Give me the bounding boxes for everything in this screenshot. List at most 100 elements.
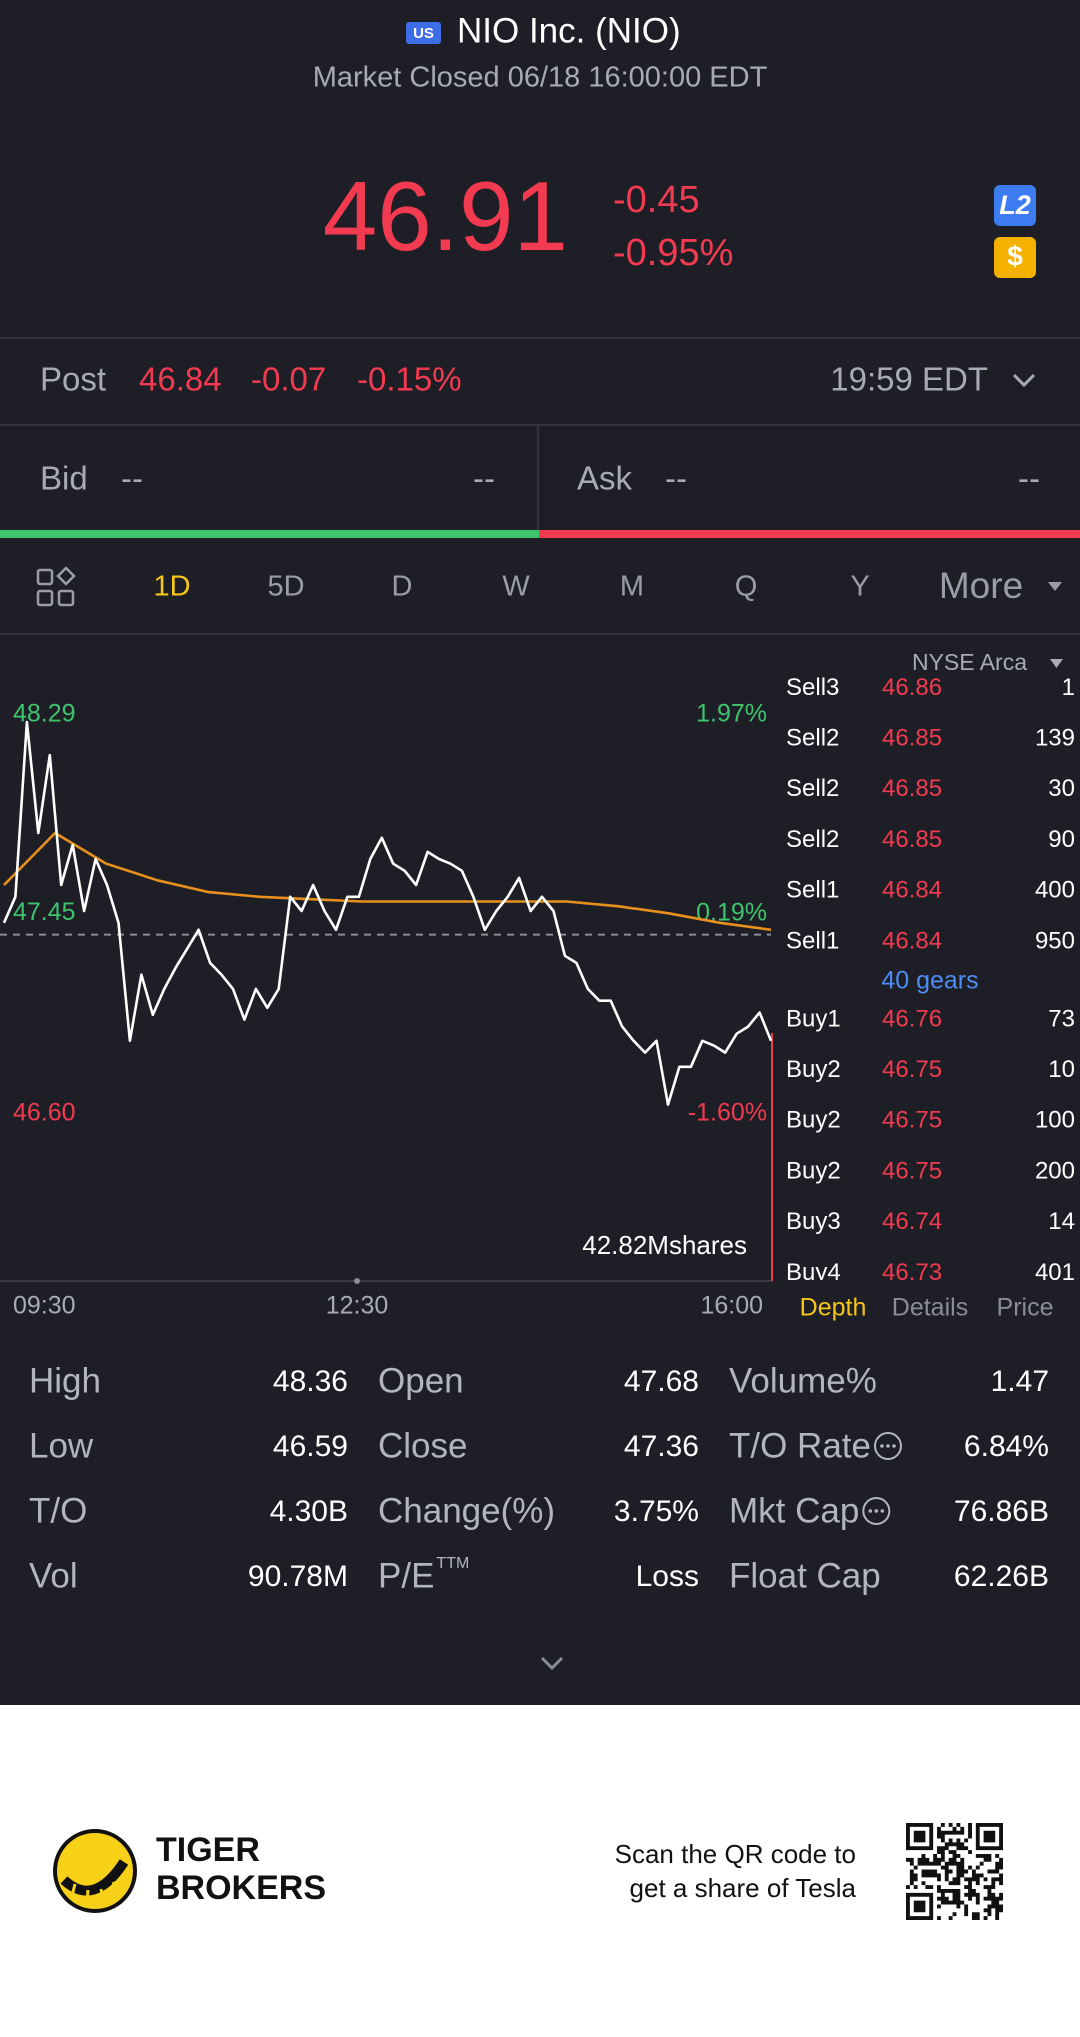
stock-title: NIO Inc. (NIO) — [457, 11, 681, 50]
layout-icon[interactable] — [36, 566, 76, 607]
info-dot — [886, 1444, 890, 1448]
stat-label: High — [29, 1361, 101, 1400]
book-side: Buy2 — [786, 1056, 841, 1083]
y-tick-label: 46.60 — [13, 1099, 76, 1127]
stat-label: Change(%) — [378, 1491, 555, 1530]
book-tab[interactable]: Details — [892, 1294, 968, 1322]
post-label: Post — [40, 361, 106, 398]
info-dot — [874, 1509, 879, 1513]
post-time: 19:59 EDT — [830, 361, 988, 398]
stat-superscript: TTM — [436, 1555, 469, 1572]
book-side: Buy3 — [786, 1208, 841, 1235]
book-price: 46.74 — [882, 1208, 942, 1235]
y2-tick-label: 1.97% — [696, 700, 767, 728]
book-side: Buy2 — [786, 1157, 841, 1184]
book-side: Buy1 — [786, 1005, 841, 1032]
volume-label: 42.82Mshares — [582, 1230, 747, 1260]
book-size: 950 — [1035, 927, 1075, 954]
book-size: 100 — [1035, 1107, 1075, 1134]
book-size: 200 — [1035, 1157, 1075, 1184]
market-label: US — [413, 25, 434, 42]
stat-value: 4.30B — [270, 1495, 348, 1528]
stat-label: Low — [29, 1426, 94, 1465]
book-size: 401 — [1035, 1259, 1075, 1286]
expand-chevron[interactable] — [540, 1656, 564, 1671]
book-price: 46.85 — [882, 826, 942, 853]
gears-label: 40 gears — [881, 967, 978, 995]
stat-value: Loss — [636, 1560, 699, 1593]
stat-label: P/E — [378, 1556, 434, 1595]
stat-value: 76.86B — [954, 1495, 1049, 1528]
bid-price: -- — [121, 460, 143, 497]
period-tab[interactable]: More — [939, 565, 1023, 606]
period-tab[interactable]: 1D — [153, 571, 190, 603]
post-change: -0.07 — [251, 361, 326, 398]
book-size: 73 — [1048, 1005, 1075, 1032]
book-price: 46.76 — [882, 1005, 942, 1032]
order-book: Sell3 46.86 1 Sell2 46.85 139 Sell2 46.85 30 Sell… — [786, 674, 1075, 1286]
period-tab[interactable]: Y — [850, 571, 869, 603]
book-tab[interactable]: Depth — [800, 1294, 867, 1322]
y2-tick-label: -1.60% — [688, 1099, 767, 1127]
period-tab[interactable]: Q — [735, 571, 758, 603]
brand-line: BROKERS — [156, 1869, 326, 1907]
stat-label: Vol — [29, 1556, 78, 1595]
stat-value: 46.59 — [273, 1430, 348, 1463]
axis-dot — [354, 1278, 360, 1284]
stat-value: 48.36 — [273, 1365, 348, 1398]
currency-badge[interactable] — [994, 237, 1036, 278]
stat-label: Close — [378, 1426, 467, 1465]
book-side: Sell2 — [786, 775, 839, 802]
stat-value: 62.26B — [954, 1560, 1049, 1593]
l2-badge[interactable] — [994, 185, 1036, 226]
book-side: Buy4 — [786, 1259, 841, 1286]
period-tab[interactable]: D — [392, 571, 413, 603]
stat-label: Mkt Cap — [729, 1491, 859, 1530]
market-status: Market Closed 06/18 16:00:00 EDT — [313, 62, 768, 94]
info-dot — [880, 1509, 885, 1513]
bid-bar — [0, 530, 539, 538]
info-icon — [873, 1432, 902, 1460]
ask-size: -- — [1018, 460, 1040, 497]
market-badge — [406, 22, 441, 44]
promo-line: get a share of Tesla — [630, 1873, 857, 1903]
book-size: 139 — [1035, 725, 1075, 752]
book-size: 400 — [1035, 877, 1075, 904]
book-size: 10 — [1048, 1056, 1075, 1083]
more-triangle[interactable] — [1048, 582, 1062, 591]
post-price: 46.84 — [139, 361, 222, 398]
book-price: 46.75 — [882, 1056, 942, 1083]
promo-line: Scan the QR code to — [615, 1839, 856, 1869]
dropdown-chevron[interactable] — [1012, 373, 1036, 388]
brand-line: TIGER — [156, 1831, 260, 1869]
ask-label: Ask — [577, 460, 633, 497]
info-icon — [862, 1497, 891, 1525]
stat-value: 47.68 — [624, 1365, 699, 1398]
dark-background — [0, 0, 1080, 1705]
info-dot — [868, 1509, 873, 1513]
currency-label: $ — [1007, 240, 1023, 271]
y2-tick-label: 0.19% — [696, 899, 767, 927]
book-price: 46.73 — [882, 1259, 942, 1286]
l2-label: L2 — [999, 190, 1031, 220]
book-price: 46.84 — [882, 927, 942, 954]
bid-label: Bid — [40, 460, 88, 497]
book-tab[interactable]: Price — [997, 1294, 1054, 1322]
period-tab[interactable]: M — [620, 571, 644, 603]
exchange-triangle[interactable] — [1050, 659, 1063, 668]
qr-code — [906, 1823, 1003, 1920]
exchange-label[interactable]: NYSE Arca — [912, 649, 1027, 675]
x-tick-label: 12:30 — [326, 1292, 389, 1320]
book-size: 30 — [1048, 775, 1075, 802]
stat-label: T/O Rate — [729, 1426, 871, 1465]
stat-label: Float Cap — [729, 1556, 881, 1595]
book-size: 1 — [1062, 674, 1075, 701]
last-price: 46.91 — [323, 161, 568, 271]
stat-value: 3.75% — [614, 1495, 699, 1528]
period-tab[interactable]: 5D — [267, 571, 304, 603]
footer-background — [0, 1705, 1080, 2037]
ask-price: -- — [665, 460, 687, 497]
book-price: 46.85 — [882, 725, 942, 752]
period-tab[interactable]: W — [502, 571, 530, 603]
